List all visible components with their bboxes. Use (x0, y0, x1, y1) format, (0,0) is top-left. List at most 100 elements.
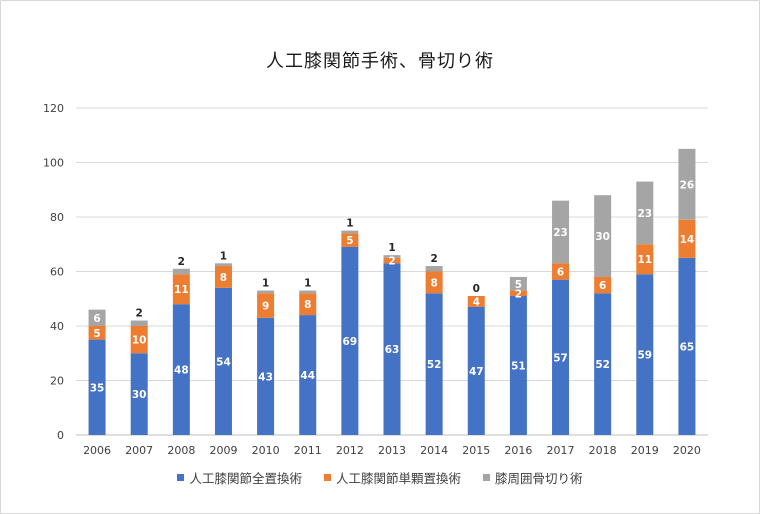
x-tick-label: 2011 (294, 444, 322, 457)
bar-segment[interactable] (214, 263, 232, 267)
legend-swatch (177, 474, 185, 481)
bar-segment[interactable] (425, 271, 443, 294)
bars (88, 148, 696, 435)
bar-segment[interactable] (88, 339, 106, 435)
data-label: 35 (90, 382, 105, 394)
bar-segment[interactable] (257, 317, 275, 435)
bar-segment[interactable] (341, 230, 359, 234)
data-label: 30 (132, 389, 147, 401)
bar-segment[interactable] (636, 244, 654, 275)
bar-segment[interactable] (636, 181, 654, 245)
y-tick-label: 120 (43, 102, 64, 115)
data-label: 1 (262, 278, 269, 290)
data-label: 11 (174, 284, 189, 296)
y-tick-label: 60 (50, 266, 64, 279)
data-label: 5 (346, 235, 353, 247)
bar-segment[interactable] (257, 293, 275, 318)
bar-segment[interactable] (214, 266, 232, 288)
chart-title: 人工膝関節手術、骨切り術 (266, 51, 494, 72)
data-label: 1 (346, 218, 353, 230)
data-label: 23 (637, 208, 652, 220)
bar-segment[interactable] (88, 326, 106, 340)
x-tick-label: 2019 (631, 444, 659, 457)
bar-segment[interactable] (341, 246, 359, 435)
x-tick-label: 2009 (209, 444, 237, 457)
bar-segment[interactable] (636, 274, 654, 435)
bar-segment[interactable] (383, 257, 401, 264)
bar-segment[interactable] (678, 148, 696, 220)
bar-segment[interactable] (130, 320, 148, 326)
bar-segment[interactable] (172, 304, 190, 435)
bar-segment[interactable] (299, 293, 317, 316)
bar-segment[interactable] (594, 276, 612, 294)
data-label: 2 (178, 256, 185, 268)
legend-item-tka[interactable]: 人工膝関節全置換術 (177, 468, 302, 487)
y-tick-label: 40 (50, 320, 64, 333)
x-tick-label: 2020 (673, 444, 701, 457)
data-label: 52 (595, 359, 610, 371)
bar-segment[interactable] (509, 296, 527, 435)
data-label: 1 (388, 242, 395, 254)
bar-segment[interactable] (172, 268, 190, 275)
data-label: 26 (680, 179, 695, 191)
x-tick-label: 2012 (336, 444, 364, 457)
legend-label: 膝周囲骨切り術 (495, 471, 583, 486)
bar-segment[interactable] (552, 263, 570, 280)
data-label: 23 (553, 227, 568, 239)
bar-segment[interactable] (172, 274, 190, 305)
data-label: 5 (515, 279, 522, 291)
bar-segment[interactable] (678, 219, 696, 258)
bar-segment[interactable] (467, 296, 485, 307)
y-tick-label: 80 (50, 211, 64, 224)
bar-segment[interactable] (594, 195, 612, 277)
bar-segment[interactable] (130, 353, 148, 435)
legend-swatch (323, 474, 331, 481)
bar-segment[interactable] (88, 309, 106, 326)
data-label: 65 (680, 341, 695, 353)
bar-segment[interactable] (214, 287, 232, 435)
legend-label: 人工膝関節単顆置換術 (335, 471, 461, 486)
bar-segment[interactable] (299, 290, 317, 294)
bar-segment[interactable] (383, 255, 401, 258)
bar-segment[interactable] (678, 257, 696, 435)
data-label: 6 (557, 267, 564, 279)
bar-segment[interactable] (341, 233, 359, 247)
bar-segment[interactable] (257, 290, 275, 294)
bar-segment[interactable] (594, 293, 612, 435)
bar-segment[interactable] (425, 293, 443, 435)
data-label: 2 (430, 253, 437, 265)
data-label: 30 (595, 231, 610, 243)
data-label: 6 (93, 313, 100, 325)
y-tick-label: 0 (57, 429, 64, 442)
x-tick-label: 2010 (252, 444, 280, 457)
bar-segment[interactable] (299, 315, 317, 435)
x-tick-label: 2014 (420, 444, 448, 457)
bar-segment[interactable] (509, 290, 527, 297)
bar-segment[interactable] (467, 306, 485, 435)
data-label: 47 (469, 366, 484, 378)
data-label: 2 (388, 256, 395, 268)
legend-label: 人工膝関節全置換術 (189, 471, 302, 486)
data-label: 1 (220, 250, 227, 262)
y-tick-label: 100 (43, 157, 64, 170)
legend-item-uka[interactable]: 人工膝関節単顆置換術 (323, 468, 461, 487)
bar-segment[interactable] (552, 279, 570, 435)
x-tick-label: 2017 (547, 444, 575, 457)
legend-item-osteotomy[interactable]: 膝周囲骨切り術 (483, 468, 583, 487)
bar-segment[interactable] (509, 276, 527, 291)
bar-segment[interactable] (552, 200, 570, 264)
data-label: 5 (93, 328, 100, 340)
x-tick-label: 2018 (589, 444, 617, 457)
data-label: 51 (511, 361, 526, 373)
bar-segment[interactable] (130, 326, 148, 354)
data-label: 52 (427, 359, 442, 371)
bar-segment[interactable] (383, 263, 401, 435)
data-label: 59 (637, 350, 652, 362)
data-label: 8 (304, 299, 311, 311)
data-label: 2 (136, 308, 143, 320)
x-tick-label: 2013 (378, 444, 406, 457)
data-label: 10 (132, 335, 147, 347)
bar-segment[interactable] (425, 266, 443, 272)
